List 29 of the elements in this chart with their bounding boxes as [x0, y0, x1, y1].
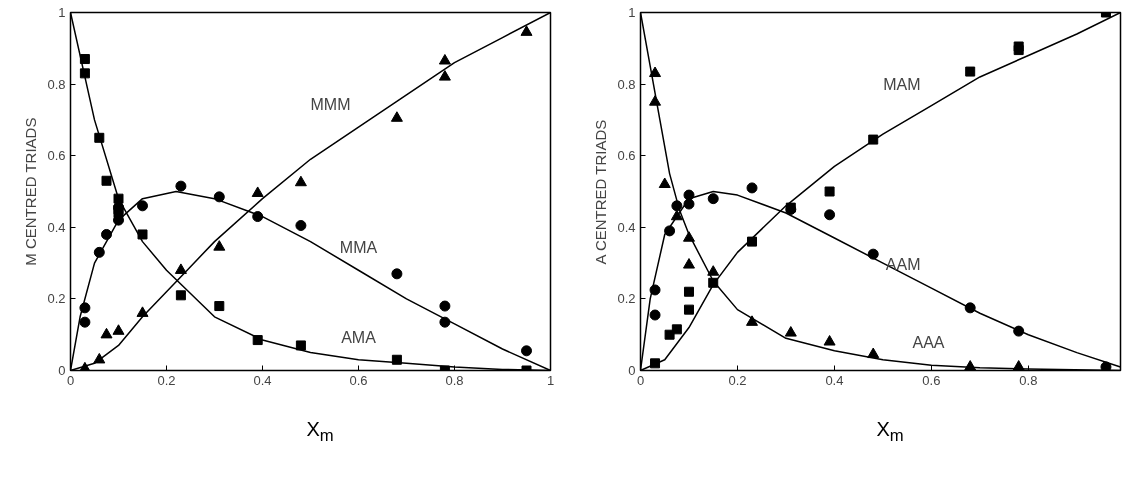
- y-axis-title: M CENTRED TRIADS: [22, 117, 40, 266]
- series-label: MAM: [883, 76, 921, 94]
- y-tick-label: 1: [58, 5, 66, 20]
- x-axis-title: X$_{m}$: [876, 417, 904, 447]
- x-tick-label: 0.4: [253, 372, 272, 388]
- y-tick-label: 0.2: [617, 291, 636, 307]
- x-tick-label: 0.6: [349, 372, 368, 388]
- y-tick-label: 0.4: [617, 219, 636, 235]
- y-tick-label: 0.6: [617, 148, 636, 164]
- series-label: AMA: [341, 328, 377, 346]
- x-tick-label: 0.4: [825, 372, 844, 388]
- y-tick-label: 0.2: [47, 291, 66, 307]
- y-tick-label: 0.4: [47, 219, 66, 235]
- series-label: AAA: [912, 333, 945, 351]
- series-label: MMM: [310, 96, 351, 114]
- y-tick-label: 0.8: [47, 76, 66, 92]
- series-label: AAM: [885, 255, 921, 273]
- x-axis-title: X$_{m}$: [306, 417, 334, 447]
- x-tick-label: 0.8: [445, 372, 464, 388]
- y-tick-label: 0.6: [47, 148, 66, 164]
- y-axis-title: A CENTRED TRIADS: [592, 119, 610, 265]
- x-tick-label: 0.6: [922, 372, 941, 388]
- x-tick-label: 0.8: [1019, 372, 1038, 388]
- series-label: MMA: [339, 239, 378, 257]
- y-tick-label: 0.8: [617, 76, 636, 92]
- y-tick-label: 1: [628, 5, 636, 20]
- x-tick-label: 0.2: [157, 372, 176, 388]
- x-tick-label: 1: [546, 372, 555, 388]
- x-tick-label: 0.2: [728, 372, 747, 388]
